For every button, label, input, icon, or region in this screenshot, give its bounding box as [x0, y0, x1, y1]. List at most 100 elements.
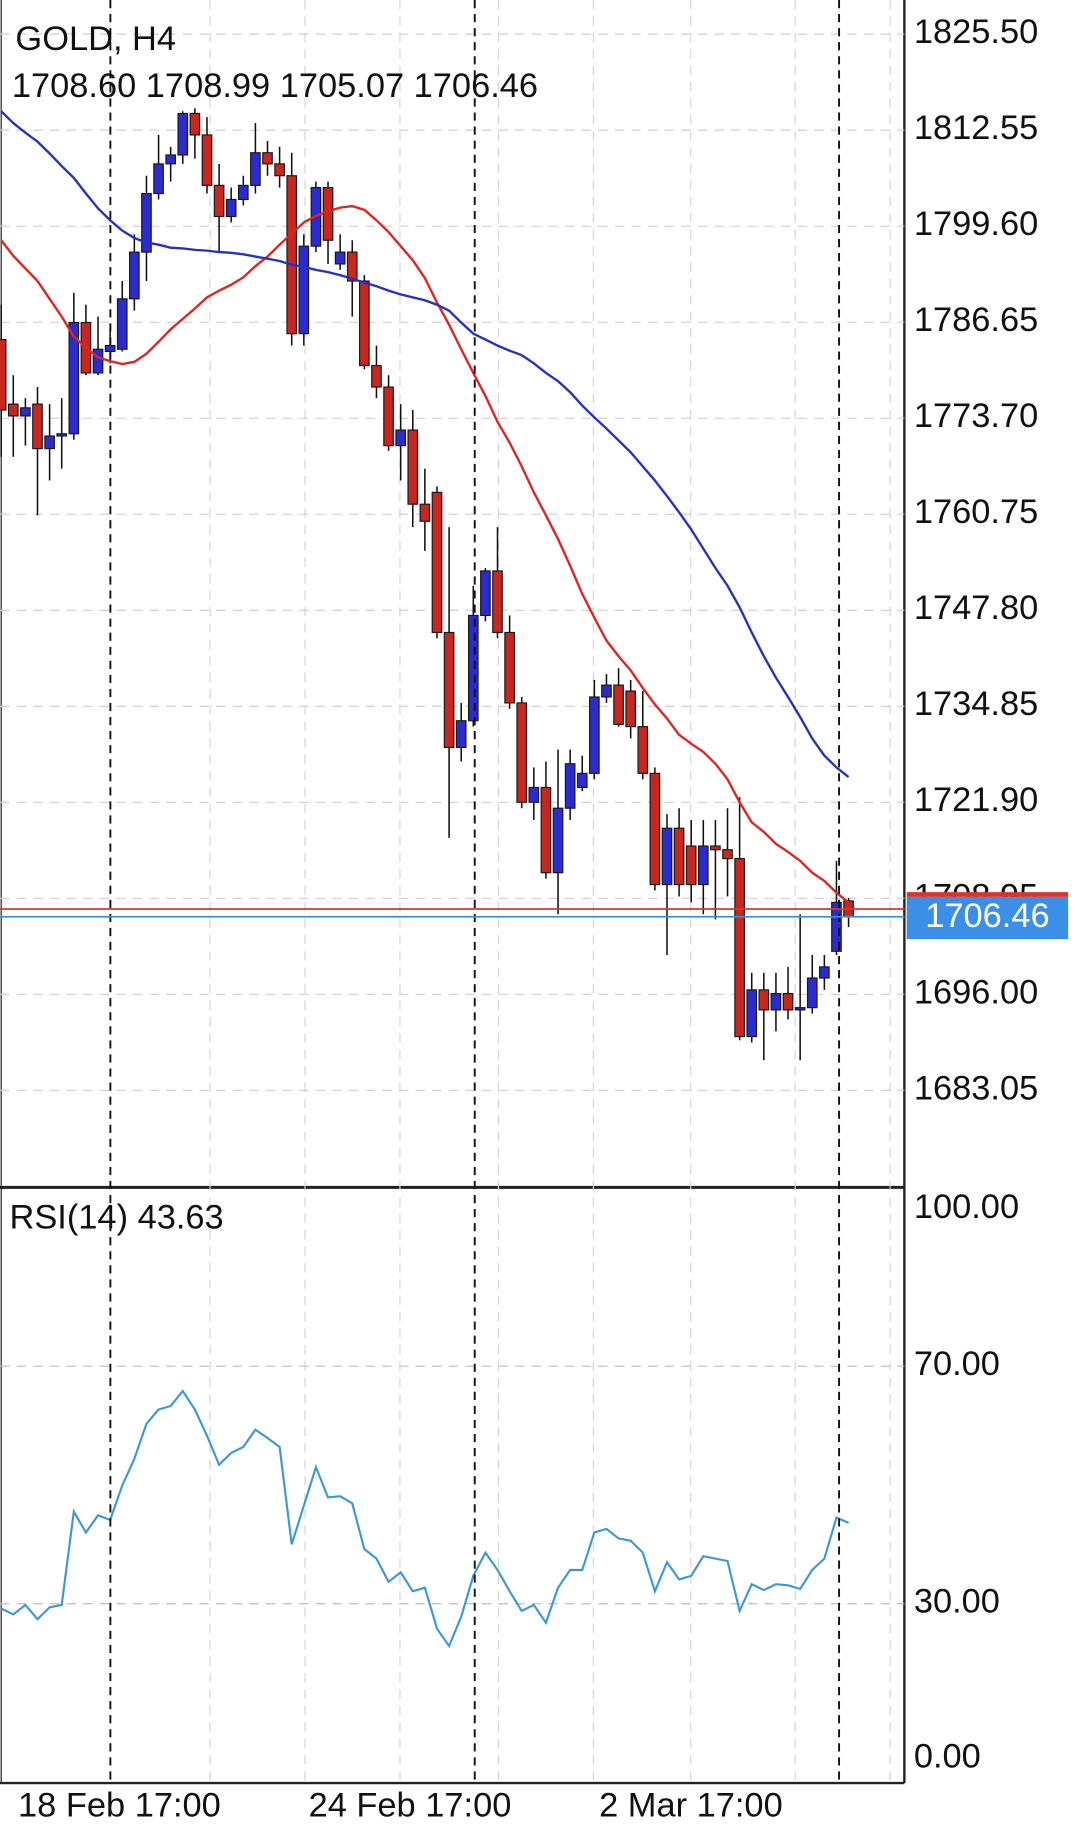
- y-tick-label: 1760.75: [914, 493, 1038, 531]
- moving-average: [0, 204, 850, 904]
- candle-body: [467, 614, 479, 722]
- candle-body: [528, 786, 540, 803]
- candle-body: [177, 112, 189, 156]
- candle-body: [141, 192, 152, 253]
- candle-body: [286, 175, 298, 335]
- candle-body: [734, 858, 745, 1038]
- candle-body: [722, 849, 733, 860]
- y-tick-label: 100.00: [914, 1188, 1019, 1226]
- candle-body: [431, 491, 443, 634]
- candle-body: [770, 992, 782, 1011]
- price-tag: [906, 896, 1069, 940]
- candle-body: [359, 280, 370, 367]
- candle-body: [516, 702, 528, 803]
- candle-body: [576, 772, 588, 789]
- candle-body: [746, 989, 758, 1038]
- candle-body: [419, 503, 431, 522]
- chart-title: GOLD, H4: [15, 20, 176, 58]
- candle-body: [661, 827, 673, 886]
- candle-body: [32, 403, 43, 450]
- candle-body: [625, 690, 637, 728]
- y-tick-label: 1799.60: [914, 205, 1038, 243]
- price-tag-label: 1706.46: [925, 897, 1049, 935]
- candle-body: [552, 807, 564, 874]
- x-tick-label: 2 Mar 17:00: [599, 1787, 783, 1825]
- y-tick-label: 0.00: [914, 1738, 981, 1776]
- candle-body: [0, 339, 7, 411]
- ohlc-readout: 1708.60 1708.99 1705.07 1706.46: [12, 67, 538, 105]
- frame: [0, 0, 906, 1785]
- y-tick-label: 30.00: [914, 1583, 1000, 1621]
- candle-body: [685, 845, 697, 886]
- candle-body: [189, 112, 201, 136]
- candle-body: [213, 184, 225, 218]
- candle-body: [129, 251, 140, 300]
- period-separators: [109, 0, 841, 1784]
- candle-body: [346, 251, 358, 282]
- candle-body: [794, 1007, 806, 1011]
- candle-body: [298, 245, 310, 335]
- candle-body: [92, 348, 104, 374]
- candle-body: [334, 251, 346, 265]
- candle-body: [480, 570, 491, 617]
- y-tick-label: 1683.05: [914, 1070, 1038, 1108]
- candle-body: [831, 901, 842, 952]
- candle-body: [383, 386, 394, 447]
- candle-body: [274, 163, 285, 177]
- y-tick-label: 1773.70: [914, 397, 1038, 435]
- candle-body: [540, 786, 552, 874]
- moving-average: [0, 110, 850, 778]
- y-tick-label: 1721.90: [914, 781, 1038, 819]
- indicator-line: [0, 1389, 849, 1649]
- vertical-grid: [209, 0, 891, 1784]
- candle-body: [758, 989, 770, 1011]
- candle-body: [806, 977, 818, 1009]
- y-tick-label: 1696.00: [914, 973, 1038, 1011]
- candle-body: [322, 187, 334, 241]
- candle-body: [250, 152, 261, 186]
- candle-body: [673, 827, 685, 886]
- candle-body: [819, 966, 830, 979]
- y-tick-label: 1747.80: [914, 589, 1038, 627]
- y-tick-label: 1786.65: [914, 301, 1038, 339]
- y-tick-label: 70.00: [914, 1345, 1000, 1383]
- candle-body: [613, 684, 624, 726]
- plot-layer: 1825.50 1812.55 1799.60 1786.65 1773.70 1760.…: [0, 13, 1038, 1825]
- y-tick-label: 1825.50: [914, 13, 1038, 51]
- y-tick-label: 1812.55: [914, 109, 1038, 147]
- candle-body: [262, 152, 273, 165]
- candle-body: [104, 344, 116, 353]
- candle-body: [165, 154, 177, 165]
- candle-body: [589, 696, 600, 774]
- candle-body: [443, 631, 455, 748]
- candle-body: [455, 720, 467, 748]
- candle-body: [697, 845, 709, 886]
- x-tick-label: 24 Feb 17:00: [309, 1787, 512, 1825]
- candle-body: [395, 429, 407, 447]
- candle-body: [504, 631, 515, 704]
- candle-body: [637, 726, 649, 774]
- candle-body: [68, 321, 80, 435]
- candle-body: [492, 570, 503, 634]
- candle-body: [20, 407, 31, 417]
- candle-body: [153, 163, 164, 195]
- candle-body: [44, 435, 55, 450]
- candle-body: [225, 198, 237, 218]
- candle-body: [710, 845, 721, 851]
- candle-body: [201, 134, 213, 186]
- candle-body: [237, 184, 249, 201]
- candle-body: [371, 364, 382, 388]
- indicator-title: RSI(14) 43.63: [9, 1199, 223, 1237]
- candle-body: [116, 298, 128, 350]
- y-tick-label: 1734.85: [914, 685, 1038, 723]
- candle-body: [407, 429, 419, 505]
- candle-body: [564, 763, 576, 809]
- candle-body: [601, 684, 612, 698]
- x-tick-label: 18 Feb 17:00: [18, 1787, 221, 1825]
- candle-body: [7, 403, 19, 417]
- candle-body: [782, 992, 794, 1011]
- candle-body: [649, 772, 661, 886]
- candle-body: [56, 433, 68, 437]
